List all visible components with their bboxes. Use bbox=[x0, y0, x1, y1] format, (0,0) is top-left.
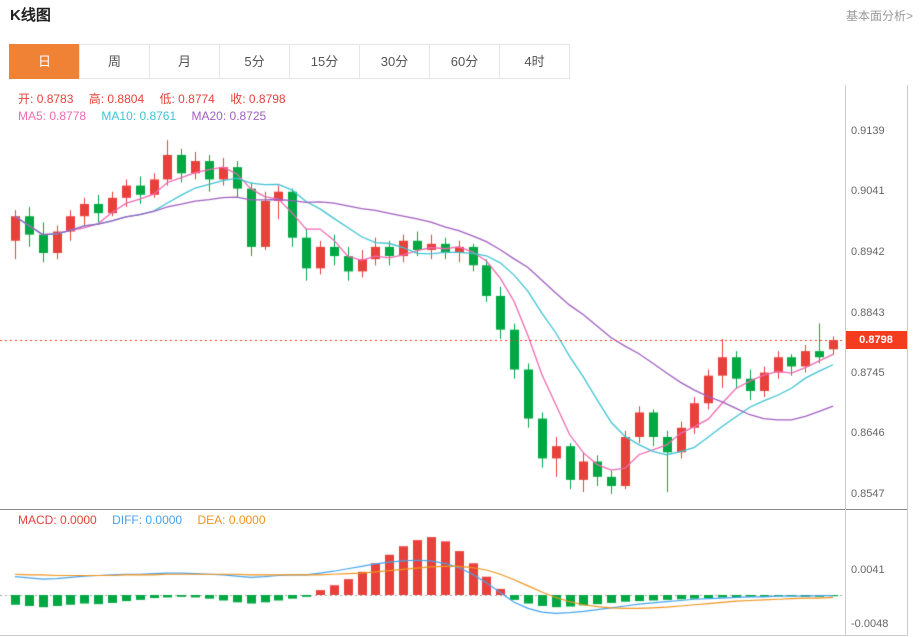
legend-high: 高: 0.8804 bbox=[88, 92, 145, 106]
macd-y-axis-tick: -0.0048 bbox=[851, 618, 889, 631]
legend-macd-value: MACD: 0.0000 bbox=[18, 513, 97, 527]
tab-month[interactable]: 月 bbox=[149, 44, 220, 79]
macd-chart-canvas[interactable] bbox=[0, 510, 845, 637]
y-axis-tick: 0.8942 bbox=[851, 245, 885, 258]
candlestick-chart-canvas[interactable] bbox=[0, 85, 845, 510]
tab-day[interactable]: 日 bbox=[9, 44, 80, 79]
tab-week[interactable]: 周 bbox=[79, 44, 150, 79]
legend-ma20: MA20: 0.8725 bbox=[191, 109, 267, 123]
ohlc-legend: 开: 0.8783 高: 0.8804 低: 0.8774 收: 0.8798 bbox=[18, 90, 298, 107]
tab-30min[interactable]: 30分 bbox=[359, 44, 430, 79]
tab-5min[interactable]: 5分 bbox=[219, 44, 290, 79]
legend-dea-value: DEA: 0.0000 bbox=[197, 513, 266, 527]
tab-4hour[interactable]: 4时 bbox=[499, 44, 570, 79]
legend-diff-value: DIFF: 0.0000 bbox=[112, 513, 183, 527]
y-axis-tick: 0.8843 bbox=[851, 306, 885, 319]
ma-legend: MA5: 0.8778 MA10: 0.8761 MA20: 0.8725 bbox=[18, 109, 278, 123]
y-axis-tick: 0.8745 bbox=[851, 366, 885, 379]
legend-ma5: MA5: 0.8778 bbox=[18, 109, 87, 123]
chart-bottom-border bbox=[0, 635, 908, 636]
period-tabs: 日 周 月 5分 15分 30分 60分 4时 bbox=[9, 44, 570, 79]
fundamental-analysis-link[interactable]: 基本面分析> bbox=[845, 9, 913, 23]
pane-separator bbox=[0, 509, 908, 510]
y-axis-tick: 0.8646 bbox=[851, 427, 885, 440]
legend-low: 低: 0.8774 bbox=[159, 92, 215, 106]
tab-60min[interactable]: 60分 bbox=[429, 44, 500, 79]
page-title: K线图 bbox=[10, 7, 51, 24]
last-price-tag: 0.8798 bbox=[845, 331, 907, 350]
y-axis-line bbox=[845, 85, 846, 636]
macd-y-axis-tick: 0.0041 bbox=[851, 564, 885, 576]
tab-15min[interactable]: 15分 bbox=[289, 44, 360, 79]
y-axis-tick: 0.8547 bbox=[851, 488, 885, 500]
legend-open: 开: 0.8783 bbox=[18, 92, 74, 106]
legend-ma10: MA10: 0.8761 bbox=[101, 109, 177, 123]
y-axis-tick: 0.9139 bbox=[851, 125, 885, 137]
macd-legend: MACD: 0.0000 DIFF: 0.0000 DEA: 0.0000 bbox=[18, 513, 278, 527]
legend-close: 收: 0.8798 bbox=[230, 92, 286, 106]
right-border-line bbox=[907, 85, 908, 636]
y-axis-tick: 0.9041 bbox=[851, 185, 885, 198]
